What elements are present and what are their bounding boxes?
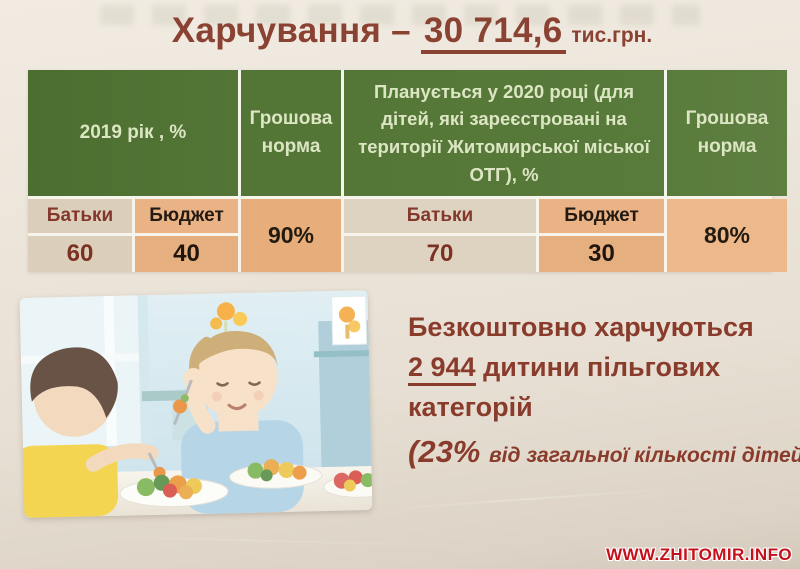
- cell-norm-2020: 80%: [667, 199, 787, 272]
- header-2019: 2019 рік , %: [28, 70, 238, 196]
- photo-wash: [19, 290, 373, 518]
- subheader-parents-2019: Батьки: [28, 199, 132, 233]
- cell-budget-2019: 40: [135, 236, 238, 272]
- note-line-2-rest: дитини пільгових: [475, 352, 721, 382]
- print-bleed-strip: [100, 5, 700, 25]
- title-unit: тис.грн.: [565, 24, 653, 47]
- title-prefix: Харчування –: [171, 11, 421, 50]
- shelf: [313, 350, 369, 358]
- percent-caption: від загальної кількості дітей): [488, 444, 800, 467]
- site-watermark: WWW.ZHITOMIR.INFO: [606, 545, 792, 564]
- flower-decoration: [210, 302, 248, 344]
- plate-right: [323, 470, 373, 498]
- children-photo: [19, 290, 373, 518]
- paper-crease: [60, 534, 480, 548]
- header-money-norm-right: Грошова норма: [667, 70, 787, 196]
- header-money-norm-left: Грошова норма: [241, 70, 341, 196]
- cell-parents-2020: 70: [344, 236, 536, 272]
- subheader-parents-2020: Батьки: [344, 199, 536, 233]
- cell-parents-2019: 60: [28, 236, 132, 272]
- children-photo-illustration: [19, 290, 373, 518]
- cell-budget-2020: 30: [539, 236, 664, 272]
- percent-value: (23%: [408, 434, 489, 469]
- note-line-3: категорій: [408, 392, 533, 422]
- note-percent-line: (23% від загальної кількості дітей): [408, 434, 800, 470]
- funding-table: 2019 рік , % Грошова норма Планується у …: [28, 70, 787, 272]
- paper-crease: [380, 487, 680, 511]
- cell-norm-2019: 90%: [241, 199, 341, 272]
- title-amount: 30 714,6: [420, 11, 566, 54]
- subheader-budget-2020: Бюджет: [539, 199, 664, 233]
- note-line-1: Безкоштовно харчуються: [408, 312, 754, 342]
- photo-wall-right: [318, 320, 373, 512]
- note-line-2: 2 944 дитини пільгових: [408, 352, 794, 386]
- header-plan-2020: Планується у 2020 році (для дітей, які з…: [344, 70, 664, 196]
- children-count: 2 944: [408, 352, 476, 386]
- plate-front: [119, 474, 229, 508]
- picture-frame: [331, 295, 368, 346]
- child-left: [19, 347, 166, 518]
- subheader-budget-2019: Бюджет: [135, 199, 238, 233]
- plate-back: [229, 459, 323, 489]
- page-title: Харчування – 30 714,6 тис.грн.: [12, 11, 800, 54]
- free-meals-note: Безкоштовно харчуються 2 944 дитини піль…: [408, 312, 800, 470]
- child-center: [173, 331, 304, 514]
